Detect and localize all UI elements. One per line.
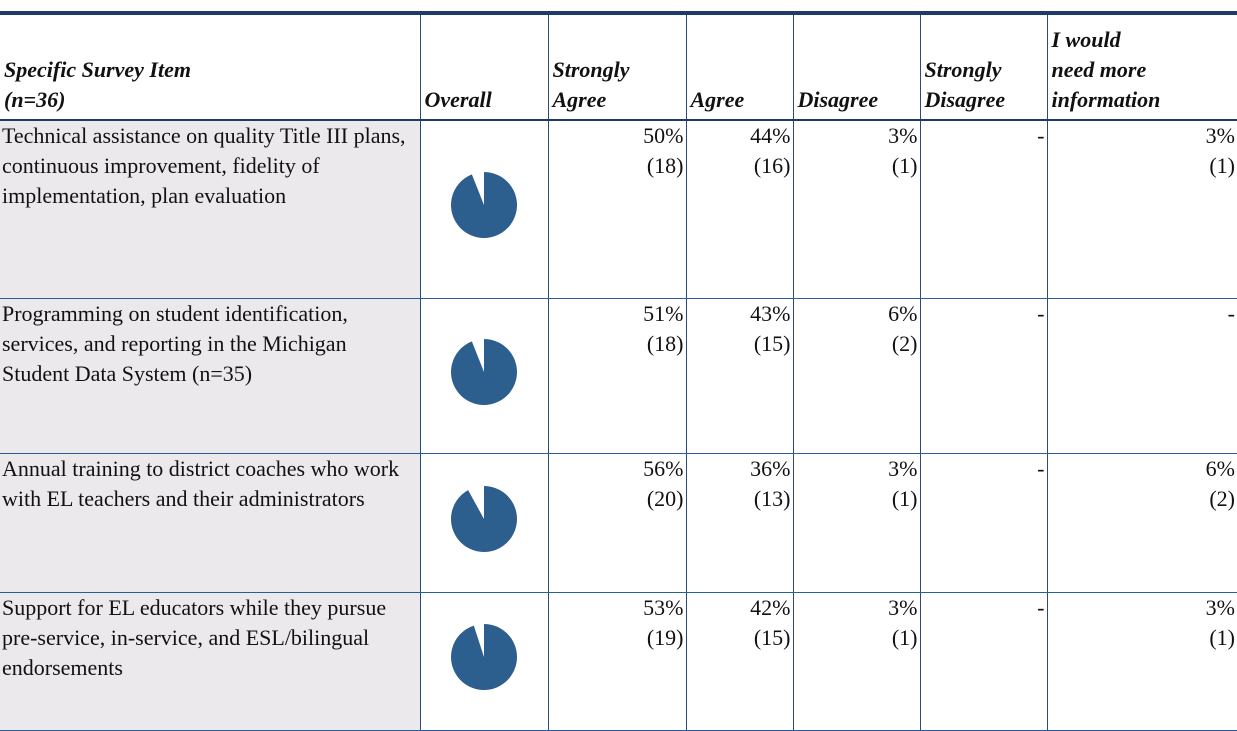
- header-text: Overall: [424, 87, 492, 112]
- percent: 44%: [750, 123, 791, 148]
- pie-chart: [450, 171, 518, 239]
- survey-item: Support for EL educators while they purs…: [0, 592, 420, 731]
- value-cell: 3% (1): [792, 592, 920, 731]
- header-text: Disagree: [797, 87, 879, 112]
- data-row: Support for EL educators while they purs…: [0, 592, 1237, 731]
- value-cell: 3% (1): [1046, 592, 1237, 731]
- survey-table: Specific Survey Item (n=36) Overall Strongl…: [0, 15, 1237, 731]
- percent: 6%: [888, 300, 918, 326]
- count: (18): [646, 330, 684, 356]
- count: (15): [753, 624, 791, 650]
- pie-chart: [450, 623, 518, 691]
- percent: -: [1037, 594, 1045, 620]
- header-cell: Strongly Agree: [547, 15, 686, 121]
- percent: 3%: [888, 455, 918, 481]
- count: (20): [646, 485, 684, 511]
- survey-item: Technical assistance on quality Title II…: [0, 120, 420, 299]
- header-text: Agree: [552, 87, 607, 112]
- header-text: Strongly: [552, 57, 630, 82]
- value-cell: -: [1046, 298, 1237, 454]
- pie-slice: [451, 485, 517, 552]
- percent: -: [1037, 300, 1045, 326]
- count: (1): [1209, 624, 1235, 650]
- header-cell: Disagree: [792, 15, 920, 121]
- value-cell: -: [919, 298, 1047, 454]
- header-text: I would: [1051, 27, 1121, 52]
- data-row: Annual training to district coaches who …: [0, 453, 1237, 593]
- percent: -: [1037, 123, 1045, 148]
- overall-cell: [419, 592, 548, 731]
- header-row: Specific Survey Item (n=36) Overall Strongl…: [0, 15, 1237, 121]
- percent: 3%: [888, 123, 918, 148]
- percent: 3%: [1205, 594, 1235, 620]
- header-text: need more: [1051, 57, 1147, 82]
- percent: 51%: [643, 300, 684, 326]
- header-text: Strongly: [924, 57, 1002, 82]
- pie-slice: [451, 172, 517, 239]
- value-cell: 42% (15): [685, 592, 793, 731]
- top-rule: [0, 11, 1237, 15]
- header-text: Specific Survey Item: [4, 57, 191, 82]
- percent: 50%: [643, 123, 684, 148]
- header-cell: Strongly Disagree: [919, 15, 1047, 121]
- overall-cell: [419, 298, 548, 454]
- count: (2): [891, 330, 918, 356]
- value-cell: 6% (2): [792, 298, 920, 454]
- survey-item: Annual training to district coaches who …: [0, 453, 420, 593]
- count: (18): [646, 153, 684, 178]
- header-cell: I would need more information: [1046, 15, 1237, 121]
- pie-slice: [451, 624, 517, 690]
- value-cell: 56% (20): [547, 453, 686, 593]
- header-text: (n=36): [4, 87, 66, 112]
- value-cell: 43% (15): [685, 298, 793, 454]
- value-cell: 3% (1): [1046, 120, 1237, 299]
- value-cell: 51% (18): [547, 298, 686, 454]
- value-cell: -: [919, 453, 1047, 593]
- value-cell: 6% (2): [1046, 453, 1237, 593]
- table-body: Technical assistance on quality Title II…: [0, 120, 1237, 731]
- value-cell: -: [919, 592, 1047, 731]
- percent: 53%: [643, 594, 684, 620]
- header-cell: Agree: [685, 15, 793, 121]
- overall-cell: [419, 453, 548, 593]
- overall-cell: [419, 120, 548, 299]
- data-row: Programming on student identification, s…: [0, 298, 1237, 454]
- count: (19): [646, 624, 684, 650]
- header-text: information: [1051, 87, 1161, 112]
- survey-item: Programming on student identification, s…: [0, 298, 420, 454]
- value-cell: 53% (19): [547, 592, 686, 731]
- header-cell: Specific Survey Item (n=36): [0, 15, 420, 121]
- count: (2): [1209, 485, 1235, 511]
- count: (13): [753, 485, 791, 511]
- count: (1): [891, 485, 918, 511]
- percent: 56%: [643, 455, 684, 481]
- pie-slice: [451, 338, 517, 405]
- pie-chart: [450, 338, 518, 405]
- percent: 36%: [750, 455, 791, 481]
- percent: -: [1037, 455, 1045, 481]
- pie-chart: [450, 485, 518, 552]
- data-row: Technical assistance on quality Title II…: [0, 120, 1237, 299]
- header-text: Agree: [690, 87, 745, 112]
- count: (16): [753, 153, 791, 178]
- header-cell: Overall: [419, 15, 548, 121]
- percent: 3%: [1205, 123, 1235, 148]
- value-cell: 36% (13): [685, 453, 793, 593]
- percent: 42%: [750, 594, 791, 620]
- value-cell: 3% (1): [792, 453, 920, 593]
- percent: -: [1227, 300, 1235, 326]
- count: (15): [753, 330, 791, 356]
- value-cell: 50% (18): [547, 120, 686, 299]
- percent: 43%: [750, 300, 791, 326]
- count: (1): [1209, 153, 1235, 178]
- percent: 3%: [888, 594, 918, 620]
- value-cell: 44% (16): [685, 120, 793, 299]
- count: (1): [891, 624, 918, 650]
- value-cell: 3% (1): [792, 120, 920, 299]
- percent: 6%: [1205, 455, 1235, 481]
- header-text: Disagree: [924, 87, 1006, 112]
- count: (1): [891, 153, 918, 178]
- value-cell: -: [919, 120, 1047, 299]
